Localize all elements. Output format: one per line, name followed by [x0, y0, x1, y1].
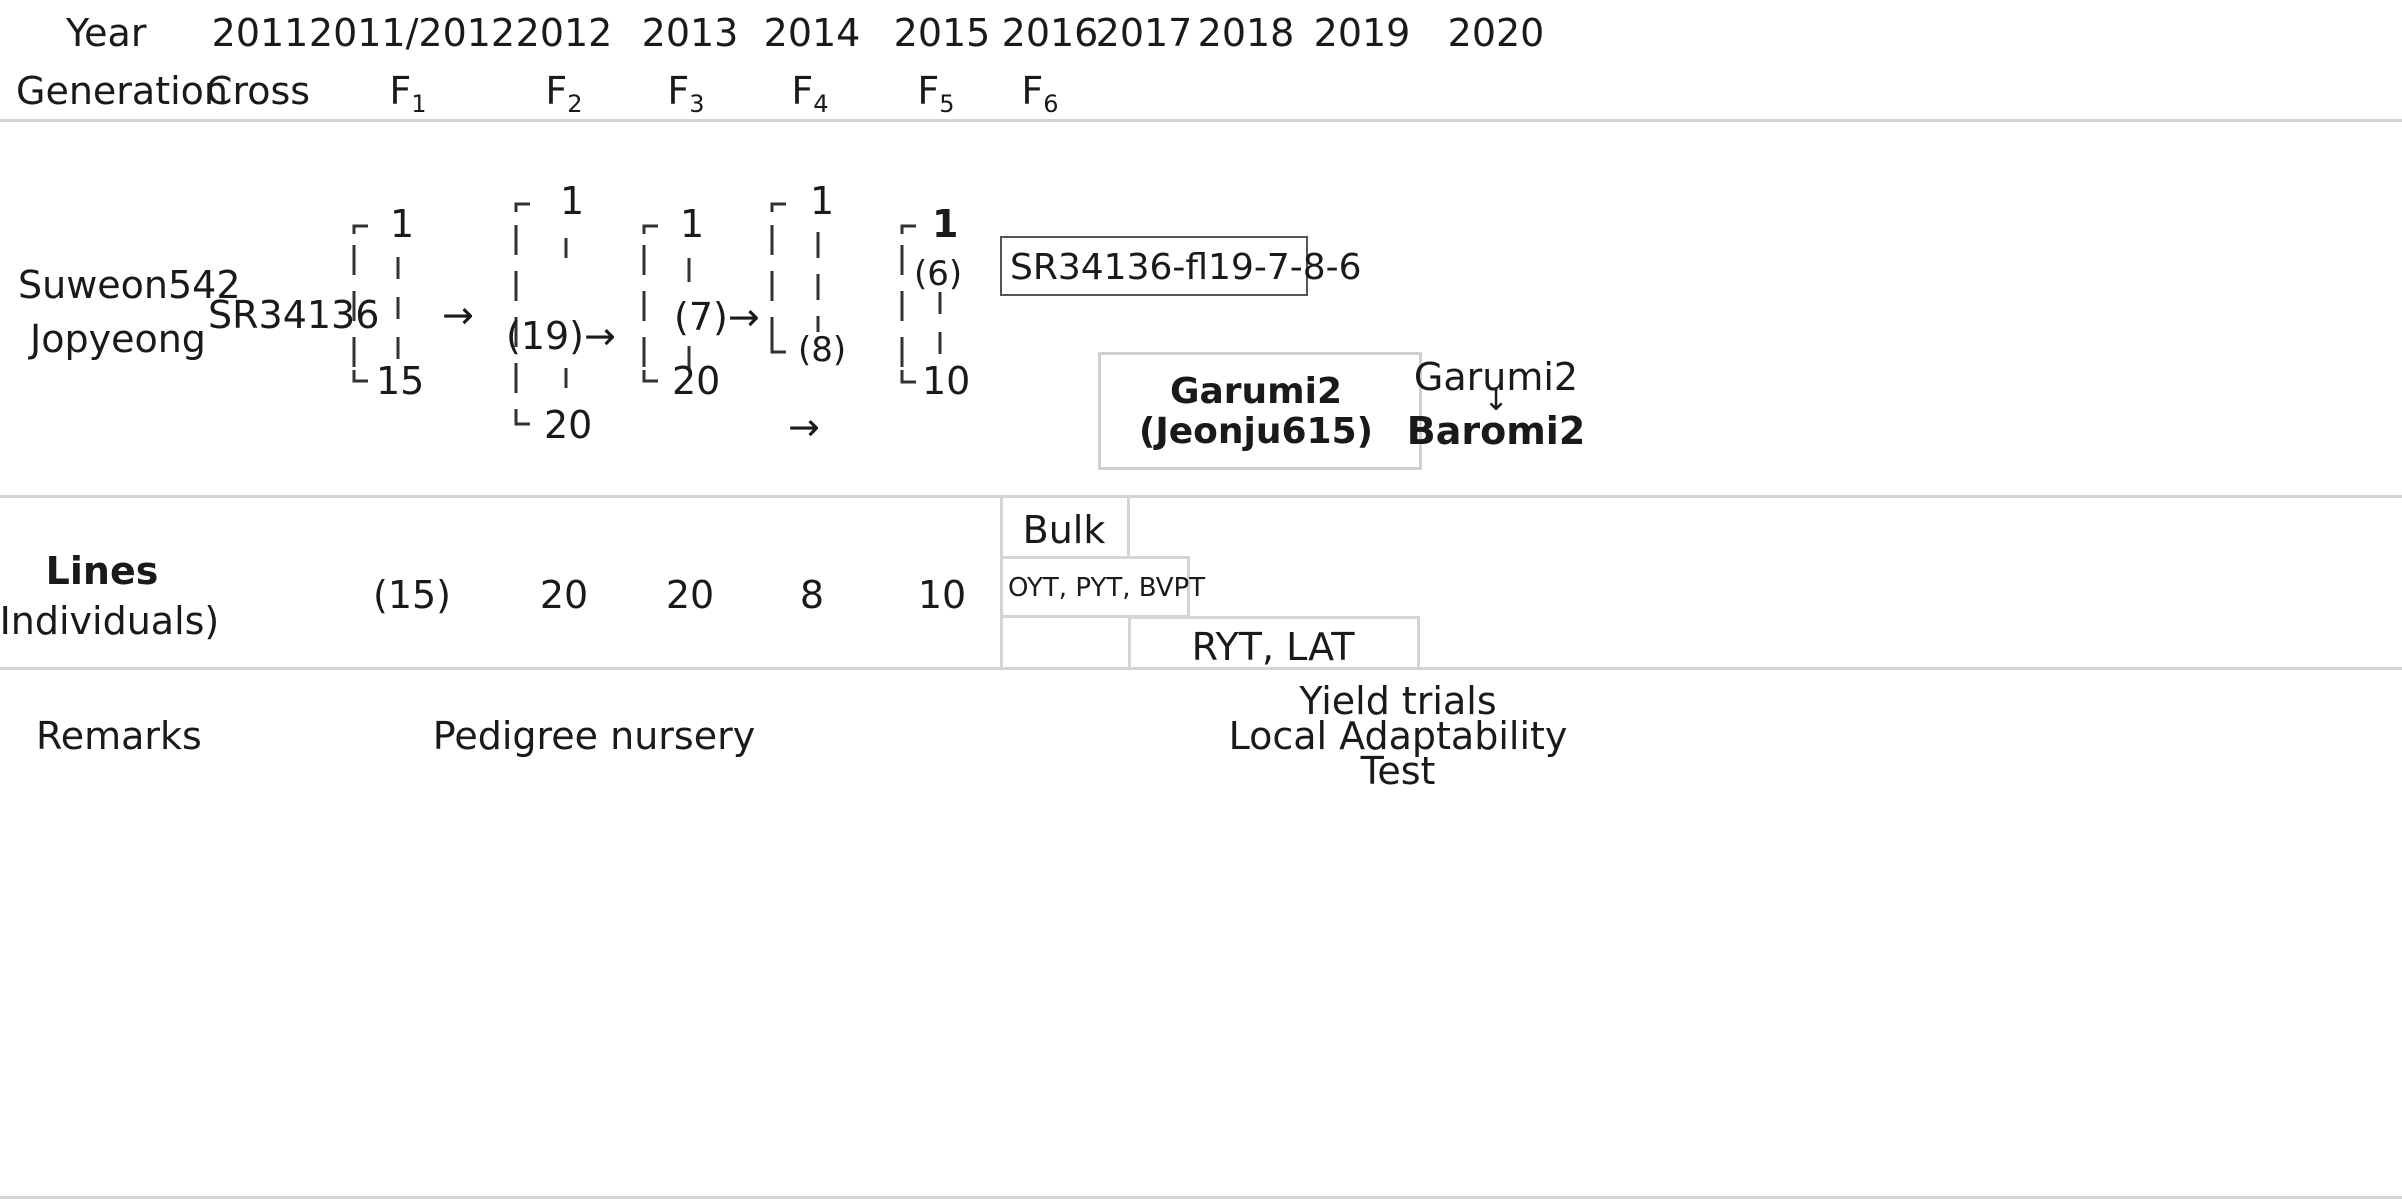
generation-f4: F4 — [791, 69, 829, 118]
f4-selected: (8) — [798, 330, 847, 370]
f4-top-number: 1 — [810, 179, 835, 223]
trials-later-label: RYT, LAT — [1191, 625, 1355, 669]
year-2016: 2016 — [1001, 11, 1099, 55]
remarks-label: Remarks — [36, 714, 202, 758]
lines-count-f3: 20 — [665, 573, 715, 617]
f5-top-number: 1 — [932, 202, 959, 246]
generation-f3: F3 — [667, 69, 705, 118]
bulk-label: Bulk — [1022, 508, 1106, 552]
arrow-f3-f4-lower: → — [788, 405, 820, 449]
year-2014: 2014 — [763, 11, 861, 55]
rename-from: Garumi2 — [1413, 355, 1579, 399]
lines-sublabel: (Individuals) — [0, 599, 220, 643]
arrow-f1-f2: → — [442, 293, 474, 337]
f3-bracket-top — [642, 224, 658, 234]
year-2019: 2019 — [1313, 11, 1411, 55]
year-label: Year — [66, 11, 147, 55]
f5-bracket-top — [900, 224, 916, 234]
generation-f6: F6 — [1021, 69, 1059, 118]
trials-empty-box — [1000, 616, 1130, 669]
lines-count-f2: 20 — [539, 573, 589, 617]
year-2012: 2012 — [515, 11, 613, 55]
remarks-trials-line2: Local Adaptability — [1228, 714, 1568, 758]
rename-to: Baromi2 — [1406, 409, 1586, 453]
f2-bracket-top — [514, 202, 530, 212]
year-2017: 2017 — [1095, 11, 1193, 55]
selected-line-box — [1000, 236, 1308, 296]
selected-line-name: SR34136-fl19-7-8-6 — [1010, 247, 1362, 288]
f5-bottom-number: 10 — [922, 359, 971, 403]
f4-bracket-top — [770, 202, 786, 212]
remarks-trials-line3: Test — [1360, 749, 1436, 793]
f3-selected: (7)→ — [674, 295, 760, 339]
section-divider-pedigree — [0, 495, 2402, 498]
f4-bracket-bottom — [770, 342, 786, 354]
lines-count-f4: 8 — [799, 573, 825, 617]
f1-top-number: 1 — [390, 202, 415, 246]
f3-bracket-bottom — [642, 370, 658, 383]
f1-bottom-number: 15 — [376, 359, 425, 403]
remarks-nursery: Pedigree nursery — [432, 714, 756, 758]
generation-f2: F2 — [545, 69, 583, 118]
trials-later-box — [1128, 616, 1420, 669]
footer-divider — [0, 1196, 2402, 1199]
generation-f1: F1 — [389, 69, 427, 118]
year-2013: 2013 — [641, 11, 739, 55]
year-2011-2012: 2011/2012 — [308, 11, 516, 55]
parent-suweon542: Suweon542 — [18, 263, 241, 307]
variety-code: (Jeonju615) — [1138, 411, 1374, 452]
trials-2016-box — [1000, 556, 1190, 618]
f2-top-number: 1 — [560, 179, 585, 223]
parent-jopyeong: Jopyeong — [30, 317, 206, 361]
year-2020: 2020 — [1447, 11, 1545, 55]
rename-arrow: ↓ — [1483, 383, 1509, 418]
f2-bottom-number: 20 — [544, 403, 593, 447]
f5-bracket-bottom — [900, 370, 916, 384]
f2-selected: (19)→ — [506, 314, 616, 358]
bulk-box — [1000, 495, 1130, 558]
lines-count-f1: (15) — [372, 573, 452, 617]
year-2018: 2018 — [1197, 11, 1295, 55]
section-divider-lines — [0, 667, 2402, 670]
f2-bracket-bottom — [514, 412, 530, 426]
lines-count-f5: 10 — [917, 573, 967, 617]
trials-2016-label: OYT, PYT, BVPT — [1008, 573, 1206, 603]
f1-bracket-bottom — [352, 370, 368, 383]
variety-name: Garumi2 — [1169, 371, 1343, 412]
generation-f5: F5 — [917, 69, 955, 118]
header-divider — [0, 119, 2402, 122]
f3-bottom-number: 20 — [672, 359, 721, 403]
remarks-trials-line1: Yield trials — [1299, 679, 1497, 723]
variety-box — [1098, 352, 1422, 470]
year-2015: 2015 — [893, 11, 991, 55]
cross-name: SR34136 — [208, 293, 380, 337]
generation-label: Generation — [16, 69, 228, 113]
generation-cross: Cross — [205, 69, 311, 113]
f1-bracket-top — [352, 224, 368, 234]
f5-selected: (6) — [914, 254, 963, 294]
f3-top-number: 1 — [680, 202, 705, 246]
lines-label: Lines — [45, 549, 159, 593]
year-2011: 2011 — [211, 11, 309, 55]
